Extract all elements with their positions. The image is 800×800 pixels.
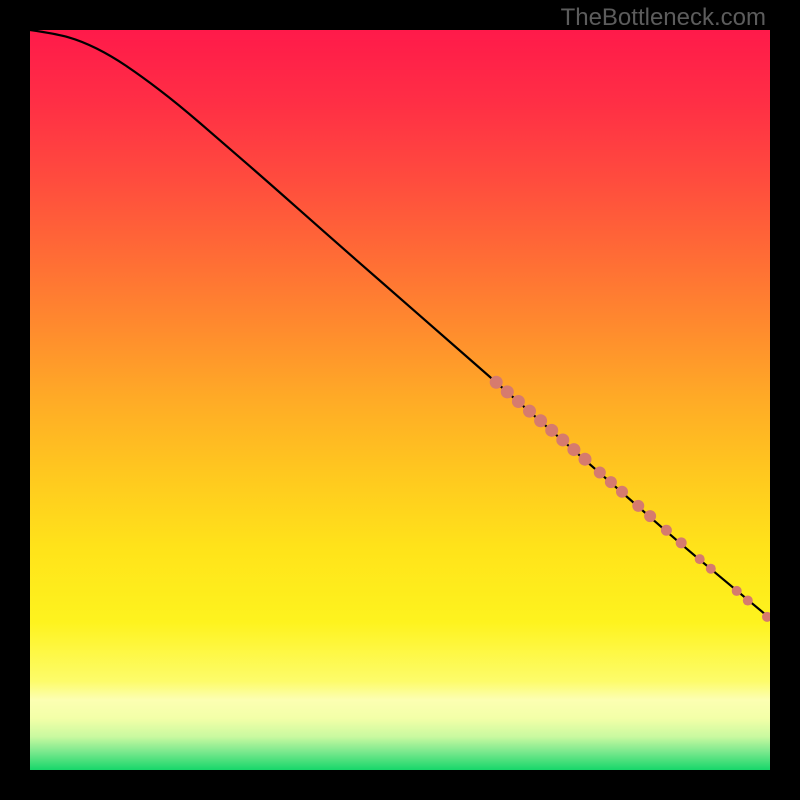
- chart-frame: TheBottleneck.com: [0, 0, 800, 800]
- marker-point: [644, 510, 656, 522]
- marker-point: [523, 405, 536, 418]
- marker-point: [661, 525, 672, 536]
- marker-point: [579, 453, 592, 466]
- marker-point: [695, 554, 705, 564]
- bottleneck-curve: [30, 30, 770, 618]
- marker-point: [616, 486, 628, 498]
- marker-point: [706, 564, 716, 574]
- marker-point: [743, 596, 753, 606]
- marker-point: [632, 500, 644, 512]
- watermark-text: TheBottleneck.com: [561, 4, 766, 32]
- marker-point: [490, 376, 503, 389]
- marker-point: [501, 385, 514, 398]
- marker-point: [512, 395, 525, 408]
- marker-point: [556, 433, 569, 446]
- marker-point: [594, 467, 606, 479]
- marker-point: [567, 443, 580, 456]
- marker-point: [732, 586, 742, 596]
- marker-point: [534, 414, 547, 427]
- marker-point: [605, 476, 617, 488]
- marker-point: [676, 537, 687, 548]
- plot-area: [30, 30, 770, 770]
- marker-point: [545, 424, 558, 437]
- curve-layer: [30, 30, 770, 770]
